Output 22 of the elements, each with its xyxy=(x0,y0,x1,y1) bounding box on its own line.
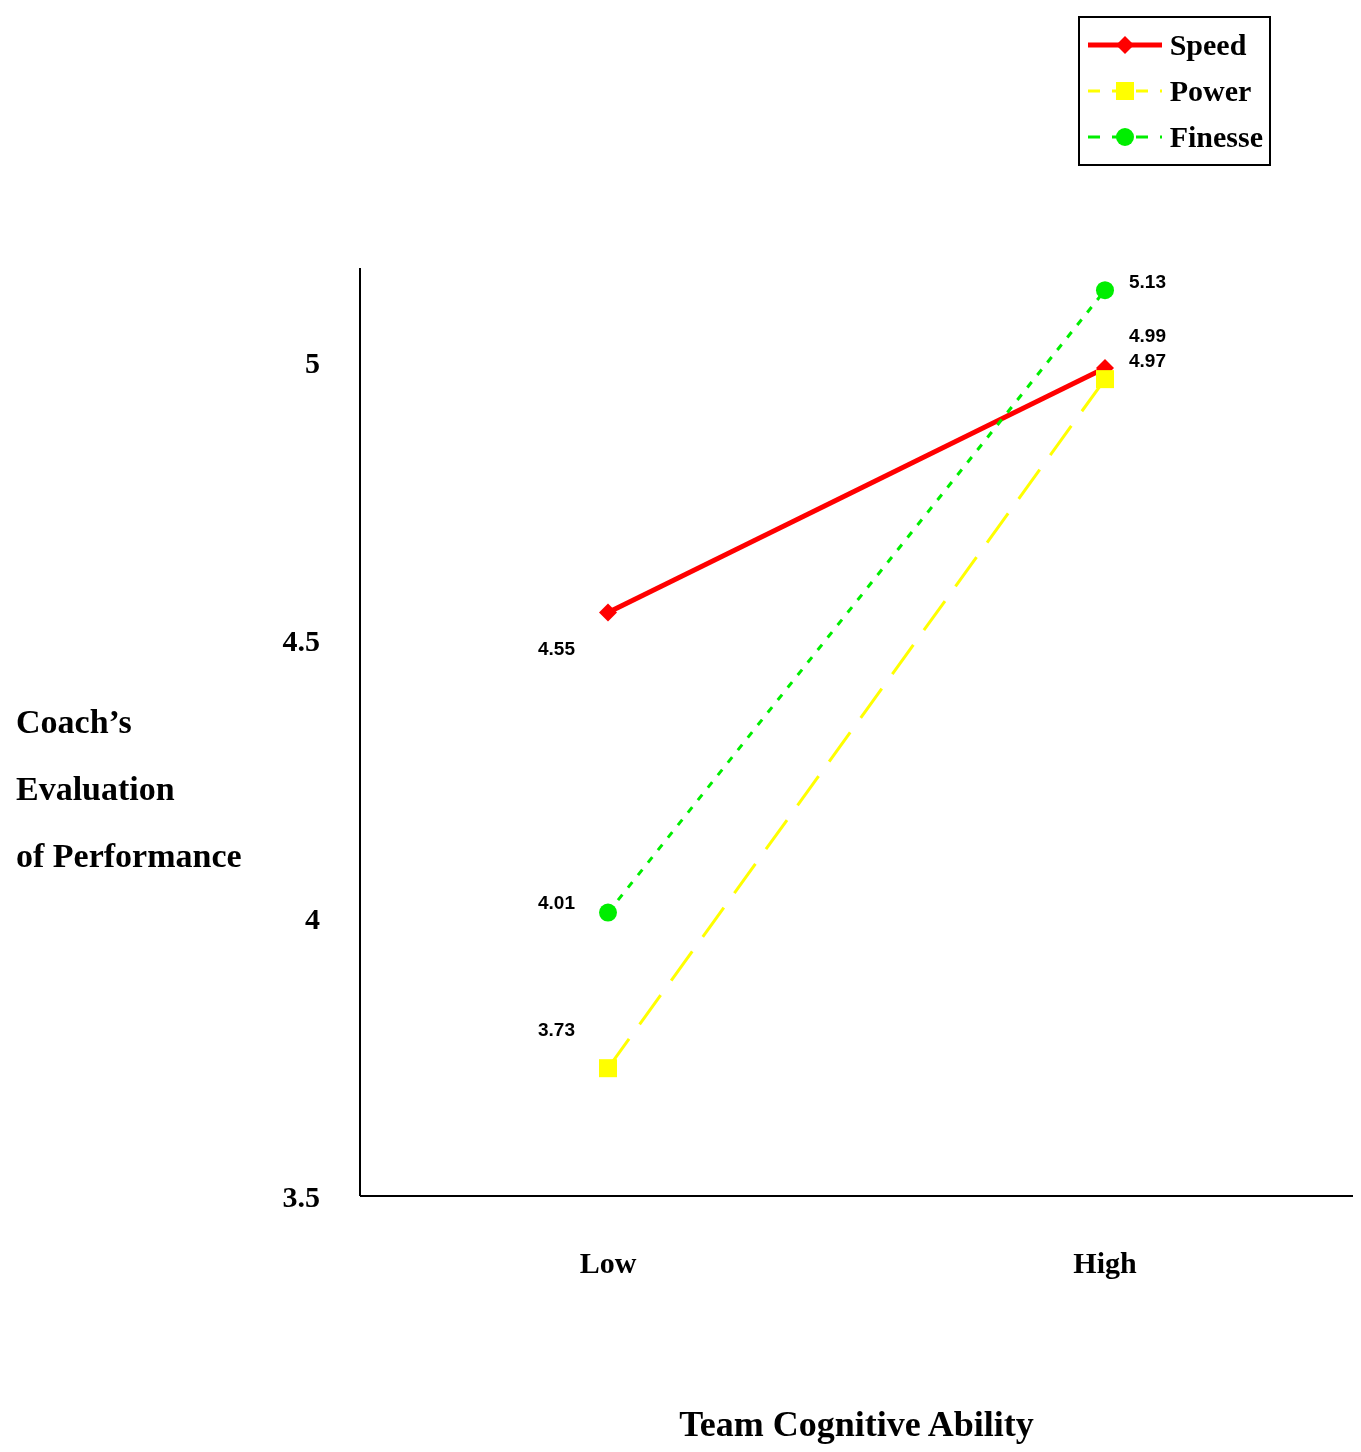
data-label: 4.01 xyxy=(538,891,576,913)
legend-label: Power xyxy=(1169,74,1252,108)
y-tick-label: 3.5 xyxy=(282,1179,320,1213)
y-tick-label: 4 xyxy=(305,901,320,935)
legend-label: Finesse xyxy=(1169,120,1263,154)
point xyxy=(599,1059,617,1078)
y-tick-label: 5 xyxy=(305,346,320,380)
data-label: 4.99 xyxy=(1129,325,1166,347)
point xyxy=(1096,281,1114,300)
legend-label: Speed xyxy=(1169,28,1247,62)
point xyxy=(599,903,617,922)
y-axis-title: Coach’s Evaluation of Performance xyxy=(16,702,242,876)
data-label: 5.13 xyxy=(1129,271,1166,293)
data-label: 4.97 xyxy=(1129,350,1166,372)
data-label: 4.55 xyxy=(538,637,576,659)
x-tick-label: Low xyxy=(579,1246,637,1280)
point xyxy=(1096,370,1114,389)
data-label: 3.73 xyxy=(538,1019,575,1041)
x-axis-title: Team Cognitive Ability xyxy=(678,1403,1035,1445)
x-tick-label: High xyxy=(1073,1246,1137,1280)
y-tick-label: 4.5 xyxy=(282,623,320,657)
point xyxy=(599,603,617,622)
